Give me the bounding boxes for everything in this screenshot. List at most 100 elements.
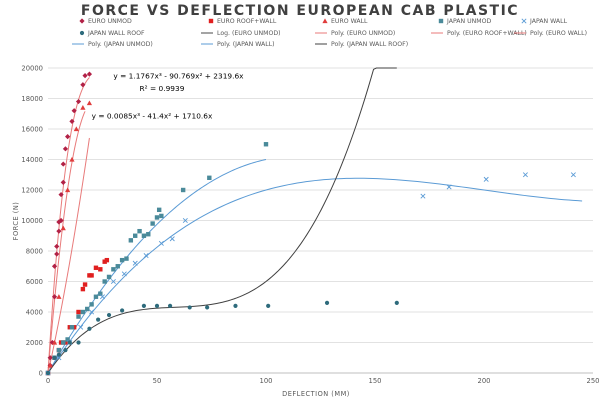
data-point bbox=[80, 286, 86, 292]
gridlines bbox=[48, 67, 593, 343]
data-point bbox=[158, 240, 164, 246]
data-point bbox=[180, 187, 186, 193]
data-point bbox=[65, 187, 71, 193]
data-point bbox=[106, 312, 112, 318]
data-point bbox=[60, 179, 66, 185]
data-point bbox=[73, 126, 79, 132]
data-point bbox=[106, 274, 112, 280]
data-point bbox=[60, 225, 66, 231]
data-point bbox=[47, 355, 53, 361]
data-point bbox=[69, 118, 75, 124]
legend-marker bbox=[521, 18, 527, 24]
trendline-equation: y = 0.0085x³ - 41.4x² + 1710.6x bbox=[92, 111, 213, 120]
data-points bbox=[45, 71, 576, 376]
data-point bbox=[522, 172, 528, 178]
data-point bbox=[98, 267, 103, 272]
data-point bbox=[76, 340, 81, 345]
data-point bbox=[56, 228, 62, 234]
legend-marker bbox=[438, 18, 444, 24]
legend-label: Poly. (JAPAN WALL ROOF) bbox=[331, 41, 408, 48]
data-point bbox=[80, 82, 86, 88]
data-point bbox=[99, 294, 106, 300]
data-point bbox=[80, 309, 86, 315]
data-point bbox=[80, 105, 86, 110]
data-point bbox=[60, 161, 66, 167]
y-axis-title: FORCE (N) bbox=[12, 202, 20, 241]
data-point bbox=[76, 309, 81, 315]
data-point bbox=[86, 71, 93, 77]
data-point bbox=[119, 257, 125, 263]
data-point bbox=[98, 291, 103, 296]
data-point bbox=[65, 134, 71, 140]
data-point bbox=[132, 260, 138, 266]
trendline-6 bbox=[47, 67, 397, 374]
x-tick-label: 100 bbox=[260, 377, 273, 385]
data-point bbox=[93, 265, 99, 270]
data-point bbox=[159, 213, 164, 219]
data-point bbox=[86, 100, 93, 106]
legend-label: JAPAN WALL ROOF bbox=[87, 30, 145, 37]
data-point bbox=[110, 278, 116, 285]
data-point bbox=[51, 339, 58, 345]
x-tick-label: 0 bbox=[46, 377, 50, 385]
y-tick-label: 12000 bbox=[21, 186, 43, 194]
data-point bbox=[58, 191, 64, 198]
data-point bbox=[121, 271, 127, 277]
data-point bbox=[75, 98, 82, 105]
data-point bbox=[182, 217, 188, 224]
legend-label: EURO UNMOD bbox=[88, 18, 132, 25]
data-point bbox=[150, 221, 155, 226]
legend-marker bbox=[79, 18, 85, 24]
legend-marker bbox=[79, 30, 85, 36]
data-point bbox=[69, 325, 75, 330]
y-tick-label: 8000 bbox=[26, 247, 43, 255]
data-point bbox=[133, 233, 138, 238]
data-point bbox=[324, 300, 330, 305]
data-point bbox=[141, 233, 147, 238]
legend-label: EURO WALL bbox=[331, 18, 368, 25]
data-point bbox=[102, 279, 107, 284]
data-point bbox=[154, 215, 160, 220]
x-tick-label: 150 bbox=[369, 377, 382, 385]
trendline-2 bbox=[47, 111, 86, 374]
data-point bbox=[146, 232, 151, 237]
data-point bbox=[187, 305, 192, 310]
x-tick-label: 50 bbox=[153, 377, 162, 385]
data-point bbox=[169, 236, 175, 242]
data-point bbox=[104, 257, 110, 263]
data-point bbox=[51, 294, 58, 300]
y-tick-label: 16000 bbox=[21, 125, 43, 133]
legend-marker bbox=[322, 18, 328, 24]
legend-label: Log. (EURO UNMOD) bbox=[217, 30, 281, 37]
data-point bbox=[61, 340, 66, 345]
data-point bbox=[65, 337, 70, 342]
data-point bbox=[446, 184, 452, 190]
data-point bbox=[87, 326, 92, 331]
data-point bbox=[570, 172, 576, 178]
data-point bbox=[56, 352, 62, 357]
legend-label: EURO ROOF+WALL bbox=[217, 18, 277, 25]
data-point bbox=[96, 317, 101, 322]
data-point bbox=[233, 303, 238, 308]
legend-label: Poly. (EURO WALL) bbox=[530, 30, 587, 37]
data-point bbox=[69, 156, 75, 162]
legend-marker bbox=[208, 18, 214, 24]
data-point bbox=[51, 263, 58, 269]
data-point bbox=[56, 294, 62, 299]
x-tick-label: 250 bbox=[587, 377, 600, 385]
data-point bbox=[89, 309, 95, 315]
y-tick-label: 10000 bbox=[21, 217, 43, 225]
data-point bbox=[67, 340, 72, 345]
data-point bbox=[78, 324, 84, 330]
legend-label: JAPAN UNMOD bbox=[446, 18, 491, 25]
data-point bbox=[137, 228, 142, 234]
data-point bbox=[71, 108, 77, 114]
data-point bbox=[82, 282, 88, 287]
y-tick-label: 20000 bbox=[21, 64, 43, 72]
y-tick-label: 0 bbox=[39, 369, 43, 377]
data-point bbox=[56, 355, 62, 361]
legend-label: Poly. (JAPAN WALL) bbox=[217, 41, 275, 48]
chart-title: FORCE VS DEFLECTION EUROPEAN CAB PLASTIC bbox=[81, 3, 519, 19]
